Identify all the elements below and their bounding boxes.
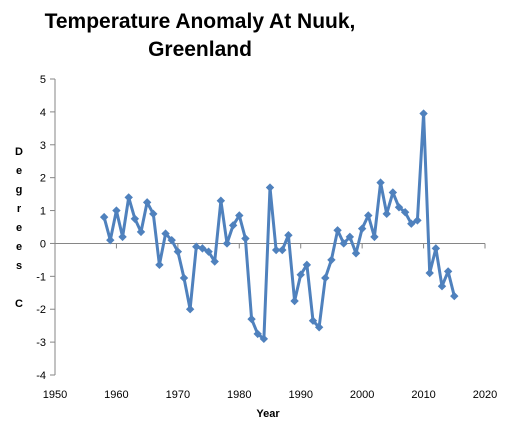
data-point-marker [118, 232, 127, 242]
data-point-marker [290, 296, 299, 306]
data-point-marker [222, 239, 232, 248]
data-point-marker [314, 323, 324, 332]
data-point-marker [136, 227, 146, 237]
data-point-marker [376, 178, 385, 187]
x-tick-label: 1950 [43, 389, 67, 401]
data-point-marker [321, 273, 330, 283]
y-tick-label: -1 [36, 271, 46, 283]
data-point-marker [425, 268, 434, 278]
data-point-marker [357, 224, 367, 233]
x-tick-label: 1970 [166, 389, 190, 401]
data-point-marker [388, 188, 398, 197]
y-tick-label: 0 [40, 238, 46, 250]
data-point-marker [235, 211, 244, 220]
data-point-marker [167, 235, 176, 245]
data-point-marker [185, 305, 195, 314]
data-point-marker [216, 196, 226, 205]
x-tick-label: 2020 [473, 389, 497, 401]
data-point-marker [192, 242, 201, 251]
data-point-marker [308, 316, 318, 325]
data-point-marker [247, 314, 256, 324]
data-point-marker [284, 231, 293, 240]
y-tick-label: 3 [40, 140, 46, 152]
data-point-marker [407, 219, 416, 228]
y-tick-label: 1 [40, 206, 46, 218]
chart-title-line-2: Greenland [148, 38, 252, 61]
series-layer [99, 109, 459, 344]
data-point-marker [450, 291, 459, 301]
y-axis-title-letter: g [15, 184, 23, 196]
y-axis-title-letter: C [15, 298, 23, 310]
x-tick-label: 1960 [104, 389, 128, 401]
data-point-marker [99, 212, 109, 222]
data-point-marker [155, 260, 164, 270]
x-tick-label: 2010 [411, 389, 435, 401]
data-point-marker [351, 249, 361, 258]
data-point-marker [333, 226, 342, 235]
data-point-marker [130, 214, 140, 223]
data-point-marker [228, 221, 238, 230]
y-axis-title: D e g r e e s C [10, 143, 28, 314]
y-axis-title-letter: e [15, 165, 23, 177]
series-line [102, 112, 456, 341]
data-point-marker [259, 334, 269, 344]
x-tick-label: 1990 [288, 389, 312, 401]
data-point-marker [443, 267, 453, 276]
y-tick-label: -3 [36, 337, 46, 349]
data-point-marker [296, 270, 305, 279]
y-axis-title-letter: e [15, 241, 23, 253]
data-point-marker [179, 273, 189, 283]
data-point-marker [142, 198, 152, 207]
data-point-marker [204, 247, 213, 256]
data-point-marker [253, 329, 262, 339]
data-point-marker [345, 232, 355, 242]
data-point-marker [173, 247, 183, 256]
data-point-marker [210, 257, 219, 266]
y-axis-title-letter: s [15, 260, 23, 272]
x-tick-label: 1980 [227, 389, 251, 401]
data-point-marker [124, 193, 133, 202]
data-point-marker [271, 245, 281, 255]
chart-title-line-1: Temperature Anomaly At Nuuk, [44, 10, 356, 33]
x-axis-title: Year [256, 408, 280, 420]
data-point-marker [198, 244, 207, 253]
data-point-marker [161, 229, 170, 238]
y-tick-label: -4 [36, 370, 46, 382]
data-point-marker [327, 255, 336, 265]
data-point-marker [437, 282, 447, 291]
data-point-marker [370, 232, 379, 242]
data-point-marker [382, 209, 391, 219]
data-point-marker [278, 245, 287, 255]
y-tick-label: 2 [40, 173, 46, 185]
data-point-marker [106, 235, 115, 245]
data-point-marker [364, 211, 373, 220]
data-point-marker [112, 206, 121, 215]
data-point-marker [394, 203, 404, 212]
data-point-marker [149, 209, 158, 219]
data-point-marker [339, 239, 348, 248]
y-tick-label: -2 [36, 304, 46, 316]
data-point-marker [431, 244, 441, 253]
x-tick-label: 2000 [350, 389, 374, 401]
data-point-marker [265, 183, 275, 192]
y-tick-label: 5 [40, 74, 46, 86]
chart-title: Temperature Anomaly At Nuuk, Greenland [0, 8, 400, 64]
y-axis-title-letter: r [16, 203, 22, 215]
y-tick-label: 4 [40, 107, 46, 119]
data-point-marker [302, 260, 312, 270]
data-point-marker [419, 109, 428, 118]
data-point-marker [241, 234, 250, 243]
y-axis-title-letter: D [15, 146, 23, 158]
data-point-marker [400, 208, 410, 217]
axes: -4 -3 -2 -1 0 1 2 3 4 5 1950 1960 1970 1980 1990 2000 20… [36, 74, 497, 401]
data-point-marker [413, 216, 422, 225]
y-axis-title-letter: e [15, 222, 23, 234]
